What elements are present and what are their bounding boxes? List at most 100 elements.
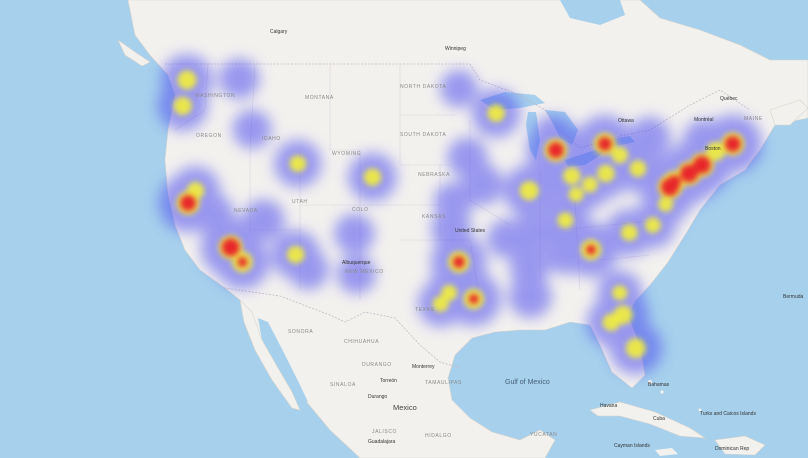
- heat-core-cincinnati: [581, 176, 598, 193]
- city-label-cayman-islands: Cayman Islands: [614, 443, 650, 449]
- hudson-bay: [560, 0, 625, 25]
- heat-core-phoenix: [286, 245, 305, 264]
- vancouver-island: [117, 39, 151, 67]
- heat-hot-los-angeles: [221, 238, 240, 257]
- city-label-winnipeg: Winnipeg: [445, 46, 466, 52]
- state-label-chihuahua: CHIHUAHUA: [344, 339, 379, 345]
- gulf-of-california: [258, 318, 308, 402]
- heat-hot-chicago: [547, 142, 564, 159]
- state-label-tamaulipas: TAMAULIPAS: [425, 380, 462, 386]
- heat-hot-detroit: [597, 136, 612, 151]
- heat-point-albuquerque: [334, 213, 375, 254]
- state-label-colo: COLO: [352, 207, 369, 213]
- heat-point-boise: [232, 109, 272, 149]
- state-label-utah: UTAH: [292, 199, 308, 205]
- jamaica-island: [655, 448, 678, 456]
- heat-point-jackson: [509, 248, 549, 288]
- heat-point-buffalo: [628, 116, 671, 159]
- turks-island: [698, 408, 702, 412]
- heat-hot-baltimore: [667, 175, 682, 190]
- state-label-yucatan: YUCATAN: [530, 432, 557, 438]
- heat-core-cleveland: [611, 146, 629, 164]
- heat-core-pittsburgh: [629, 160, 647, 177]
- city-label-torreon: Torreón: [380, 378, 397, 384]
- heat-core-minneapolis: [487, 104, 505, 123]
- city-label-albuquerque: Albuquerque: [342, 260, 371, 266]
- heat-core-miami: [625, 338, 646, 359]
- city-label-guadalajara: Guadalajara: [368, 439, 395, 445]
- baja-california: [239, 299, 301, 411]
- heat-core-tampa: [602, 313, 621, 332]
- state-label-oregon: OREGON: [196, 133, 222, 139]
- state-label-nebraska: NEBRASKA: [418, 172, 450, 178]
- state-label-idaho: IDAHO: [262, 136, 281, 142]
- heat-point-little-rock: [487, 219, 527, 259]
- country-label-mexico: Mexico: [393, 403, 417, 412]
- heat-hot-new-york: [692, 155, 711, 174]
- heat-hot-dallas: [452, 256, 465, 269]
- heat-core-sacramento: [186, 181, 205, 200]
- hispaniola-island: [714, 435, 766, 456]
- heat-core-austin: [441, 284, 458, 301]
- heat-point-new-orleans: [508, 274, 552, 319]
- heat-core-hartford: [706, 141, 726, 161]
- cuba-island: [589, 401, 707, 439]
- city-label-boston: Boston: [705, 146, 721, 152]
- state-label-texas: TEXAS: [415, 307, 434, 313]
- city-label-cuba: Cuba: [653, 416, 665, 422]
- state-label-south-dakota: SOUTH DAKOTA: [400, 132, 446, 138]
- water-label-gulf-of-mexico: Gulf of Mexico: [505, 379, 550, 386]
- state-label-sinaloa: SINALOA: [330, 382, 356, 388]
- heat-core-salt-lake-city: [289, 155, 307, 173]
- heat-hot-philadelphia: [680, 164, 699, 183]
- city-label-bermuda: Bermuda: [783, 294, 804, 300]
- state-label-durango: DURANGO: [362, 362, 392, 368]
- city-label-havana: Havana: [600, 403, 617, 409]
- state-label-wyoming: WYOMING: [332, 151, 361, 157]
- heat-core-charlotte: [620, 224, 638, 241]
- city-label-turks-and-caicos: Turks and Caicos Islands: [700, 411, 756, 417]
- state-label-montana: MONTANA: [305, 95, 334, 101]
- heat-core-san-antonio: [432, 295, 449, 312]
- heat-hot-boston: [724, 135, 741, 152]
- heat-hot-san-francisco: [180, 195, 197, 211]
- heat-point-kansas-city: [461, 163, 504, 206]
- state-label-hidalgo: HIDALGO: [425, 433, 452, 439]
- state-label-nevada: NEVADA: [234, 208, 258, 214]
- heat-core-indianapolis: [563, 167, 581, 185]
- heat-core-columbus: [597, 164, 615, 183]
- city-label-quebec: Québec: [720, 96, 738, 102]
- heat-core-seattle: [177, 70, 197, 90]
- heat-core-nashville: [557, 212, 574, 229]
- city-label-dominican-rep: Dominican Rep: [715, 446, 749, 452]
- city-label-montreal: Montréal: [694, 117, 713, 123]
- heat-point-el-paso: [336, 254, 376, 294]
- city-label-ottawa: Ottawa: [618, 118, 634, 124]
- city-label-monterrey: Monterrey: [412, 364, 435, 370]
- heat-hot-houston: [468, 293, 479, 304]
- heat-core-raleigh: [644, 217, 661, 234]
- map-labels: WASHINGTON OREGON IDAHO MONTANA WYOMING …: [195, 29, 804, 452]
- heat-hot-atlanta: [586, 244, 597, 255]
- heat-core-richmond: [658, 196, 674, 212]
- heat-point-birmingham: [544, 232, 587, 275]
- heat-core-denver: [363, 168, 382, 186]
- state-label-new-mexico: NEW MEXICO: [345, 269, 384, 275]
- us-mexico-border: [223, 287, 461, 369]
- state-label-north-dakota: NORTH DAKOTA: [400, 84, 447, 90]
- heat-core-louisville: [568, 186, 584, 202]
- heat-point-spokane: [219, 58, 260, 99]
- state-label-sonora: SONORA: [288, 329, 313, 335]
- state-label-maine: MAINE: [744, 116, 763, 122]
- country-label-united-states: United States: [455, 228, 486, 234]
- bahamas-island: [660, 390, 664, 394]
- heatmap-high-layer: [180, 135, 741, 304]
- city-label-bahamas: Bahamas: [648, 382, 670, 388]
- city-label-durango: Durango: [368, 394, 387, 400]
- heat-core-jacksonville: [612, 285, 628, 301]
- heat-point-fargo: [440, 69, 478, 108]
- nova-scotia: [769, 99, 808, 126]
- heat-core-portland: [173, 96, 192, 116]
- state-label-jalisco: JALISCO: [372, 429, 397, 435]
